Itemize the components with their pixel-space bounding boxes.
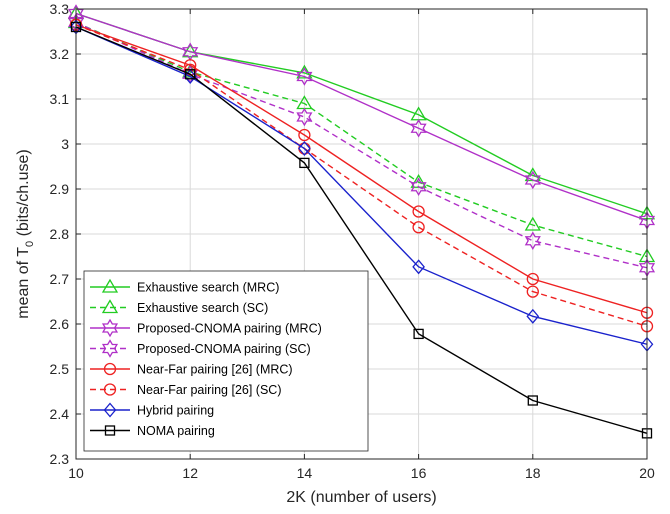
legend-label: NOMA pairing <box>137 424 215 438</box>
series-line <box>75 26 648 435</box>
legend-marker <box>101 299 119 314</box>
y-tick-label: 2.9 <box>50 181 70 197</box>
data-point <box>410 177 427 197</box>
legend-label: Near-Far pairing [26] (SC) <box>137 383 282 397</box>
data-point <box>184 63 197 76</box>
y-tick-label: 3.1 <box>50 91 70 107</box>
legend-entry: Hybrid pairing <box>90 402 214 418</box>
y-tick-label: 2.4 <box>50 406 70 422</box>
legend-label: Hybrid pairing <box>137 404 214 418</box>
legend-entry: NOMA pairing <box>90 424 215 438</box>
legend-label: Proposed-CNOMA pairing (SC) <box>137 342 311 356</box>
y-tick-label: 3 <box>61 136 69 152</box>
data-point <box>298 140 311 157</box>
legend-marker <box>103 383 117 396</box>
y-axis-title-main: mean of T <box>15 247 32 319</box>
legend-label: Near-Far pairing [26] (MRC) <box>137 363 293 377</box>
axis-ticks: 10 12 14 16 18 20 2.3 2.4 2.5 2.6 2.7 2.8 2.9 3 3.1 3.2… <box>50 1 655 481</box>
y-tick-label: 2.8 <box>50 226 70 242</box>
y-axis-title-unit: (bits/ch.use) <box>15 149 32 241</box>
data-point <box>524 216 541 231</box>
y-axis-title-subscript: 0 <box>24 241 36 247</box>
data-point <box>412 259 425 275</box>
y-tick-label: 2.7 <box>50 271 70 287</box>
data-point <box>524 170 541 190</box>
y-tick-label: 2.6 <box>50 316 70 332</box>
legend-marker <box>104 425 116 436</box>
data-point <box>413 328 424 340</box>
x-tick-label: 20 <box>639 465 655 481</box>
data-point <box>410 118 427 138</box>
data-point <box>526 272 539 286</box>
legend-entry: Exhaustive search (SC) <box>90 299 268 315</box>
data-point <box>299 157 310 169</box>
legend-entry: Near-Far pairing [26] (SC) <box>90 383 282 397</box>
legend-marker <box>101 318 119 338</box>
legend-marker <box>101 339 119 358</box>
series-line <box>75 24 648 327</box>
y-axis-title: mean of T0 (bits/ch.use) <box>15 149 36 318</box>
legend-box <box>83 270 369 452</box>
y-tick-label: 2.5 <box>50 361 70 377</box>
legend-marker <box>103 402 117 418</box>
legend: Exhaustive search (MRC) Exhaustive search… <box>83 270 369 452</box>
data-point <box>296 107 313 127</box>
legend-marker <box>101 278 119 293</box>
data-point <box>526 285 539 298</box>
series-line <box>75 12 648 222</box>
y-tick-label: 2.3 <box>50 451 70 467</box>
data-point <box>298 128 311 142</box>
data-point <box>524 231 541 251</box>
x-tick-label: 14 <box>297 465 313 481</box>
legend-marker <box>103 362 117 376</box>
x-tick-label: 12 <box>182 465 198 481</box>
legend-label: Proposed-CNOMA pairing (MRC) <box>137 322 322 336</box>
x-tick-label: 16 <box>411 465 427 481</box>
data-point <box>296 67 313 86</box>
legend-entry: Proposed-CNOMA pairing (SC) <box>90 339 311 358</box>
legend-entry: Near-Far pairing [26] (MRC) <box>90 363 293 377</box>
series-line <box>75 24 648 314</box>
x-tick-label: 10 <box>68 465 84 481</box>
series-line <box>75 26 648 345</box>
data-point <box>185 69 196 80</box>
data-point <box>412 205 425 218</box>
data-point <box>183 68 197 85</box>
legend-entry: Exhaustive search (MRC) <box>90 278 279 295</box>
legend-label: Exhaustive search (MRC) <box>137 281 279 295</box>
legend-label: Exhaustive search (SC) <box>137 301 268 315</box>
data-point <box>527 395 538 406</box>
series-line <box>75 21 648 258</box>
y-tick-label: 3.3 <box>50 1 70 17</box>
data-point <box>526 308 540 324</box>
y-tick-label: 3.2 <box>50 46 70 62</box>
data-point <box>412 221 425 234</box>
legend-entry: Proposed-CNOMA pairing (MRC) <box>90 318 322 338</box>
x-axis-title: 2K (number of users) <box>286 489 436 506</box>
x-tick-label: 18 <box>525 465 541 481</box>
